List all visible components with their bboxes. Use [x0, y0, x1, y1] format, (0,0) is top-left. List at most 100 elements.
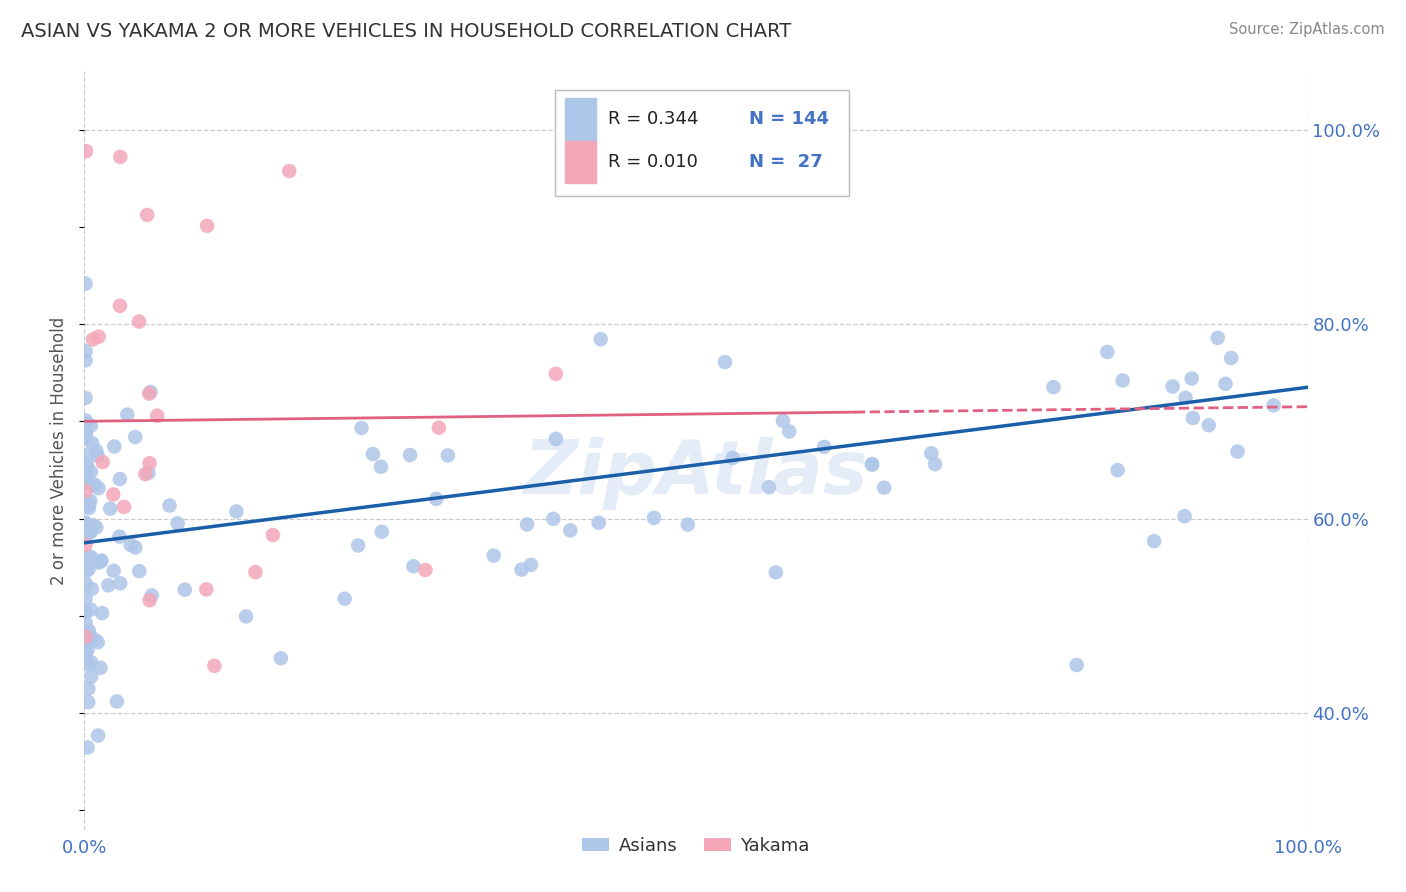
Point: [1263, 398, 1285, 412]
Point: [347, 538, 370, 552]
Point: [1226, 444, 1249, 458]
Point: [75, 526, 97, 541]
Text: ZipAtlas: ZipAtlas: [523, 437, 869, 509]
Point: [138, 386, 160, 401]
Point: [75, 494, 97, 508]
Point: [262, 528, 284, 542]
Point: [75, 431, 97, 445]
Point: [1206, 331, 1229, 345]
Point: [166, 516, 188, 531]
Point: [75, 484, 97, 499]
Point: [84, 632, 107, 647]
Point: [75, 391, 97, 405]
Point: [1042, 380, 1064, 394]
Y-axis label: 2 or more Vehicles in Household: 2 or more Vehicles in Household: [51, 317, 69, 584]
Point: [138, 466, 160, 480]
Point: [108, 472, 131, 486]
Point: [117, 408, 139, 422]
Point: [427, 420, 450, 434]
Point: [589, 332, 612, 346]
Point: [1161, 379, 1184, 393]
Point: [278, 164, 301, 178]
Point: [76, 740, 98, 755]
Point: [758, 480, 780, 494]
Point: [75, 277, 97, 291]
Point: [560, 524, 582, 538]
Point: [77, 498, 100, 512]
Point: [87, 329, 110, 343]
Point: [543, 512, 565, 526]
Point: [245, 565, 267, 579]
Point: [110, 150, 132, 164]
Text: ASIAN VS YAKAMA 2 OR MORE VEHICLES IN HOUSEHOLD CORRELATION CHART: ASIAN VS YAKAMA 2 OR MORE VEHICLES IN HO…: [21, 22, 792, 41]
Point: [235, 609, 257, 624]
Point: [1174, 509, 1197, 524]
Point: [80, 550, 103, 565]
Point: [860, 458, 883, 472]
Point: [425, 491, 447, 506]
Point: [714, 355, 737, 369]
Point: [75, 472, 97, 486]
Text: Source: ZipAtlas.com: Source: ZipAtlas.com: [1229, 22, 1385, 37]
Point: [91, 606, 114, 620]
Point: [75, 353, 97, 368]
Point: [1215, 376, 1237, 391]
Point: [108, 576, 131, 591]
Point: [98, 501, 121, 516]
Point: [75, 516, 97, 530]
Point: [77, 562, 100, 576]
Point: [202, 658, 225, 673]
Point: [772, 414, 794, 428]
Point: [75, 634, 97, 648]
Point: [544, 367, 567, 381]
Point: [1107, 463, 1129, 477]
Point: [402, 559, 425, 574]
Point: [75, 645, 97, 659]
Point: [138, 456, 160, 470]
Point: [75, 468, 97, 483]
Point: [103, 440, 125, 454]
Point: [124, 430, 146, 444]
Point: [371, 524, 394, 539]
Point: [1066, 658, 1088, 673]
Point: [82, 436, 104, 450]
Point: [437, 449, 460, 463]
Point: [87, 481, 110, 495]
Point: [84, 443, 107, 458]
Point: [361, 447, 384, 461]
Point: [79, 525, 101, 540]
Point: [520, 558, 543, 572]
Point: [75, 468, 97, 483]
Point: [1111, 374, 1133, 388]
Point: [79, 524, 101, 539]
Point: [75, 428, 97, 442]
Point: [90, 553, 112, 567]
Point: [643, 511, 665, 525]
Point: [97, 578, 120, 592]
Point: [79, 632, 101, 647]
Point: [84, 478, 107, 492]
Point: [75, 630, 97, 644]
Point: [195, 219, 218, 233]
Point: [75, 516, 97, 530]
Point: [920, 446, 942, 460]
Point: [128, 564, 150, 578]
Point: [1174, 391, 1197, 405]
Point: [120, 538, 142, 552]
Point: [79, 629, 101, 643]
Point: [77, 558, 100, 573]
Point: [112, 500, 135, 514]
Point: [87, 729, 110, 743]
Point: [1143, 534, 1166, 549]
Point: [75, 426, 97, 441]
Point: [544, 432, 567, 446]
Point: [76, 643, 98, 657]
Point: [75, 500, 97, 514]
Point: [1181, 371, 1204, 385]
Point: [79, 493, 101, 508]
Point: [80, 582, 103, 596]
Point: [103, 487, 125, 501]
Point: [333, 591, 356, 606]
Point: [80, 670, 103, 684]
Point: [76, 458, 98, 472]
